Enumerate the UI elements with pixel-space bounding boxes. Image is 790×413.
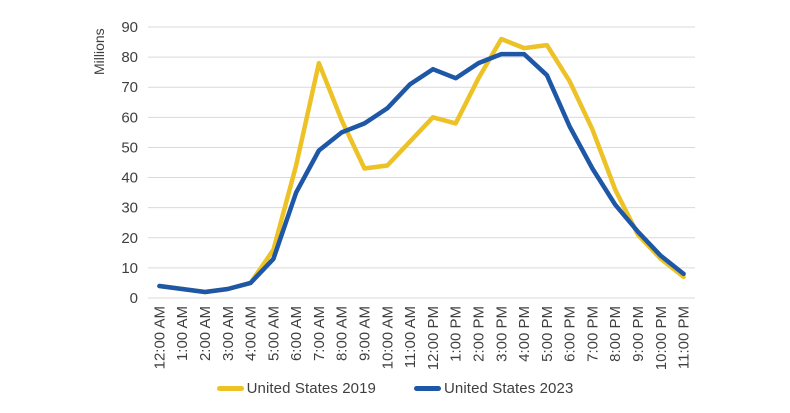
y-tick-label: 30 <box>121 200 138 217</box>
legend-item-2019: United States 2019 <box>216 380 376 397</box>
y-tick-label: 70 <box>121 79 138 96</box>
y-tick-label: 90 <box>121 19 138 36</box>
x-tick-label: 2:00 AM <box>197 306 214 361</box>
x-tick-label: 5:00 PM <box>539 306 556 362</box>
x-tick-label: 8:00 PM <box>607 306 624 362</box>
legend-swatch-2023 <box>414 386 441 391</box>
legend-label-2023: United States 2023 <box>444 380 574 397</box>
chart-legend: United States 2019 United States 2023 <box>0 380 790 397</box>
x-tick-label: 3:00 AM <box>220 306 237 361</box>
x-tick-label: 7:00 AM <box>311 306 328 361</box>
x-tick-label: 10:00 AM <box>379 306 396 369</box>
x-tick-label: 4:00 PM <box>516 306 533 362</box>
y-tick-label: 20 <box>121 230 138 247</box>
chart-plot-area: 0 10 20 30 40 50 60 70 80 90 Millions 12:00 AM 1:00 … <box>91 19 695 370</box>
y-tick-label: 80 <box>121 49 138 66</box>
x-tick-label: 1:00 AM <box>174 306 191 361</box>
x-tick-label: 9:00 PM <box>630 306 647 362</box>
legend-label-2019: United States 2019 <box>246 380 376 397</box>
x-tick-label: 10:00 PM <box>653 306 670 370</box>
x-tick-label: 6:00 AM <box>288 306 305 361</box>
x-tick-label: 11:00 PM <box>676 306 693 369</box>
y-tick-label: 40 <box>121 170 138 187</box>
x-tick-label: 6:00 PM <box>562 306 579 362</box>
y-axis-title: Millions <box>91 28 107 75</box>
x-tick-label: 1:00 PM <box>448 306 465 362</box>
x-tick-label: 4:00 AM <box>243 306 260 361</box>
x-tick-label: 7:00 PM <box>584 306 601 362</box>
x-tick-label: 5:00 AM <box>265 306 282 361</box>
x-tick-label: 3:00 PM <box>493 306 510 362</box>
y-tick-label: 10 <box>121 260 138 277</box>
x-tick-label: 2:00 PM <box>470 306 487 362</box>
x-tick-label: 9:00 AM <box>357 306 374 361</box>
x-tick-label: 12:00 AM <box>151 306 168 369</box>
y-tick-label: 60 <box>121 109 138 126</box>
y-tick-label: 0 <box>130 290 138 307</box>
series-line-2023 <box>157 51 686 295</box>
legend-swatch-2019 <box>216 386 244 391</box>
y-tick-label: 50 <box>121 139 138 156</box>
x-tick-label: 12:00 PM <box>425 306 442 370</box>
legend-item-2023: United States 2023 <box>414 380 573 397</box>
x-tick-label: 11:00 AM <box>402 306 419 368</box>
x-tick-label: 8:00 AM <box>334 306 351 361</box>
